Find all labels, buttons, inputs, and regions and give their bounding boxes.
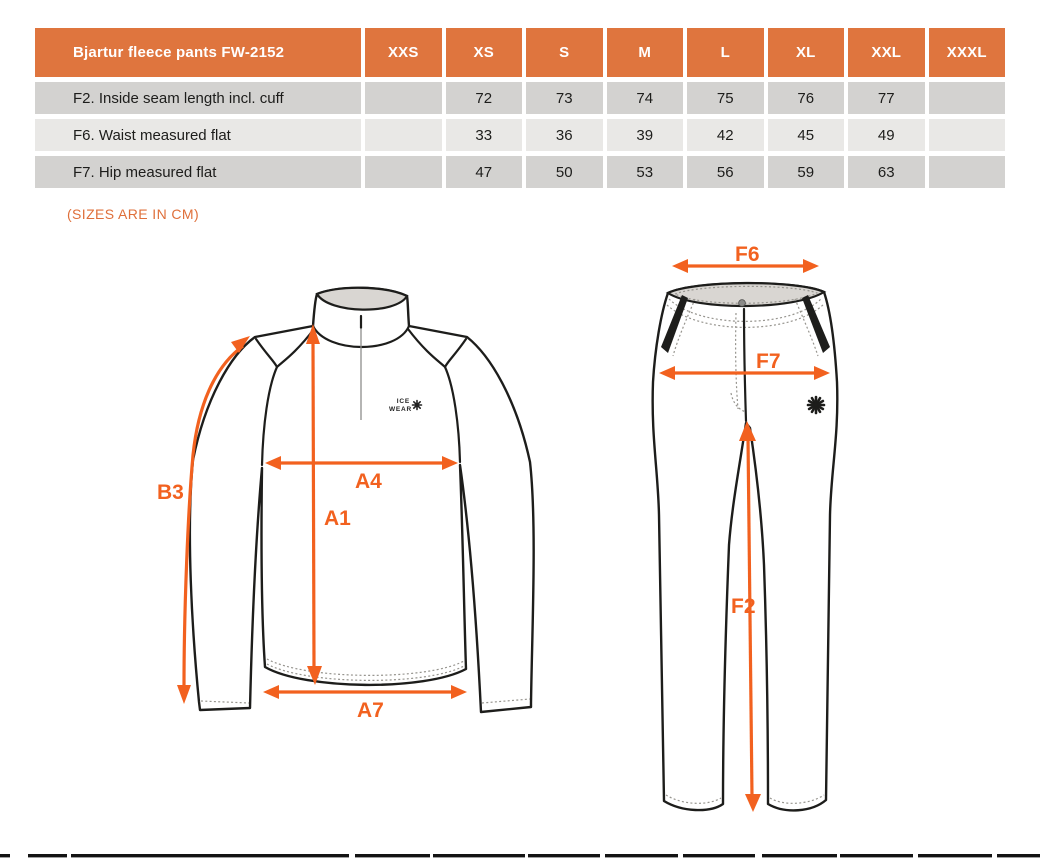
cell-value — [365, 119, 442, 151]
left-pocket-stitch — [672, 298, 696, 357]
size-col-header-xxl: XXL — [848, 28, 925, 77]
cell-value — [365, 156, 442, 188]
right-leg-hem-stitch — [769, 794, 825, 804]
cell-value — [928, 82, 1005, 114]
measure-label-f6: F6 — [735, 243, 760, 266]
collar-opening — [315, 286, 409, 311]
next-table-top-border — [0, 854, 1040, 858]
arrow-a4: A4 — [265, 456, 458, 493]
left-cuff-stitch — [200, 700, 250, 704]
arrow-a1: A1 — [306, 324, 351, 685]
cell-value: 56 — [687, 156, 764, 188]
size-col-header-xs: XS — [445, 28, 522, 77]
right-sleeve-top-seam — [443, 337, 468, 369]
measure-label-f7: F7 — [756, 350, 781, 373]
cell-value: 49 — [848, 119, 925, 151]
arrow-a7: A7 — [263, 685, 467, 722]
table-title: Bjartur fleece pants FW-2152 — [35, 28, 361, 77]
cell-value: 42 — [687, 119, 764, 151]
left-pocket-opening — [661, 295, 688, 353]
size-col-header-xxs: XXS — [365, 28, 442, 77]
cell-value — [365, 82, 442, 114]
size-col-header-xl: XL — [767, 28, 844, 77]
arrow-f2: F2 — [731, 421, 761, 812]
measure-label-f2: F2 — [731, 595, 756, 618]
right-pocket-stitch — [794, 298, 819, 357]
snowflake-icon — [806, 395, 826, 415]
collar-front-edge — [311, 324, 411, 349]
size-col-header-l: L — [687, 28, 764, 77]
row-label: F7. Hip measured flat — [35, 156, 361, 188]
fly-stitch-hook — [730, 392, 747, 413]
cell-value: 77 — [848, 82, 925, 114]
gear-icon — [411, 399, 423, 411]
hem-stitch-line — [266, 658, 465, 676]
sweater-outline — [188, 286, 535, 714]
hem-stitch-line — [266, 663, 465, 681]
cell-value: 72 — [445, 82, 522, 114]
size-table: Bjartur fleece pants FW-2152 XXS XS S M … — [35, 28, 1005, 188]
measure-label-a7: A7 — [357, 699, 384, 722]
pants-diagram: F6 F7 F2 — [651, 243, 839, 812]
cell-value: 75 — [687, 82, 764, 114]
cell-value: 63 — [848, 156, 925, 188]
cell-value: 33 — [445, 119, 522, 151]
left-leg-hem-stitch — [665, 794, 722, 804]
size-col-header-s: S — [526, 28, 603, 77]
cell-value: 36 — [526, 119, 603, 151]
svg-text:ICE: ICE — [397, 398, 410, 405]
cell-value: 39 — [606, 119, 683, 151]
table-row-hip: F7. Hip measured flat 47 50 53 56 59 63 — [35, 156, 1005, 188]
arrow-b3: B3 — [157, 336, 250, 704]
cell-value — [928, 119, 1005, 151]
table-row-inside-seam: F2. Inside seam length incl. cuff 72 73 … — [35, 82, 1005, 114]
pants-outline — [651, 281, 839, 812]
table-row-waist: F6. Waist measured flat 33 36 39 42 45 4… — [35, 119, 1005, 151]
cell-value: 50 — [526, 156, 603, 188]
left-shoulder-seam — [260, 327, 316, 467]
arrow-f6: F6 — [672, 243, 819, 273]
cell-value — [928, 156, 1005, 188]
svg-text:WEAR: WEAR — [389, 406, 412, 413]
right-pocket-opening — [802, 295, 830, 353]
left-sleeve-top-seam — [254, 337, 279, 369]
waistband-opening-stitch — [674, 285, 819, 304]
waistband-stitch — [666, 303, 825, 328]
sweater-diagram: ICE WEAR B3 — [157, 286, 535, 722]
sizes-unit-note: (SIZES ARE IN CM) — [67, 206, 200, 222]
fly-seam — [742, 307, 748, 423]
waist-button — [738, 299, 746, 307]
cell-value: 45 — [767, 119, 844, 151]
cell-value: 59 — [767, 156, 844, 188]
cell-value: 73 — [526, 82, 603, 114]
cell-value: 47 — [445, 156, 522, 188]
cell-value: 53 — [606, 156, 683, 188]
size-col-header-xxxl: XXXL — [928, 28, 1005, 77]
cell-value: 76 — [767, 82, 844, 114]
size-col-header-m: M — [606, 28, 683, 77]
row-label: F6. Waist measured flat — [35, 119, 361, 151]
cell-value: 74 — [606, 82, 683, 114]
table-header-row: Bjartur fleece pants FW-2152 XXS XS S M … — [35, 28, 1005, 77]
measure-label-a1: A1 — [324, 507, 351, 530]
row-label: F2. Inside seam length incl. cuff — [35, 82, 361, 114]
measure-label-a4: A4 — [355, 470, 382, 493]
measure-label-b3: B3 — [157, 481, 184, 504]
right-cuff-stitch — [481, 698, 531, 704]
arrow-f7: F7 — [659, 350, 830, 380]
icewear-logo: ICE WEAR — [389, 398, 423, 413]
